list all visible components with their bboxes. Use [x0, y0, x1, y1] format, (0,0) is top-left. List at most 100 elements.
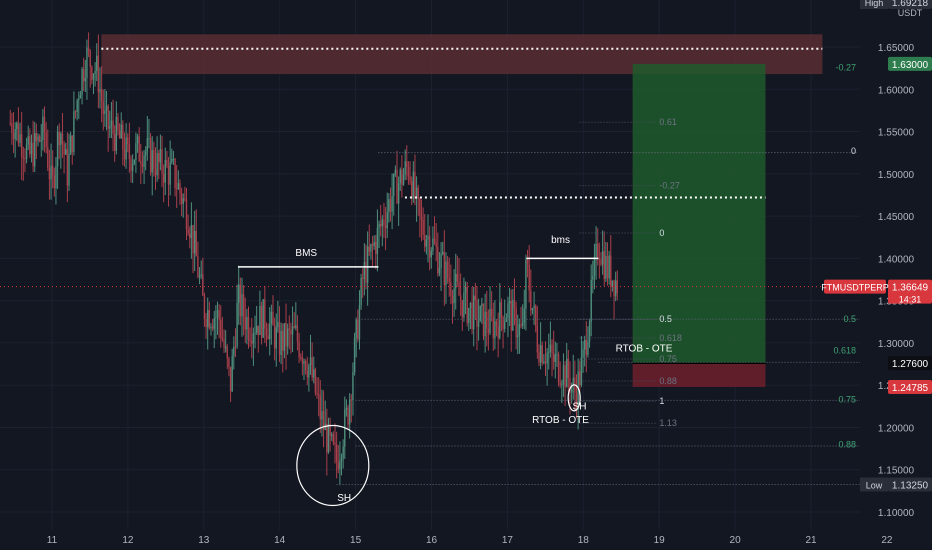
candle-body	[224, 346, 227, 348]
candle-body	[422, 219, 424, 235]
candle-body	[244, 316, 246, 330]
candle-body	[473, 295, 475, 330]
candle-body	[167, 165, 170, 185]
candle-body	[396, 169, 398, 204]
candle-body	[410, 181, 413, 199]
candle-body	[238, 284, 240, 303]
candle-body	[303, 360, 305, 364]
candle-body	[363, 261, 366, 279]
candle-body	[420, 216, 423, 220]
candle-body	[231, 356, 233, 392]
candles-layer	[9, 32, 619, 486]
fib-right-label: -0.27	[659, 181, 680, 191]
candle-body	[242, 294, 245, 317]
candle-body	[335, 444, 338, 463]
price-tag-label: Low	[866, 481, 883, 491]
candle-body	[51, 165, 54, 176]
candle-body	[487, 328, 490, 333]
candle-body	[68, 154, 70, 186]
drawings-layer[interactable]	[101, 47, 860, 507]
time-axis[interactable]: 11 12 13 14 15 16 17 18 19 20 21 22	[0, 530, 932, 550]
candle-body	[252, 333, 255, 344]
time-tick-label: 15	[350, 535, 362, 546]
candle-body	[393, 173, 395, 196]
candle-body	[241, 294, 243, 317]
swing-high-circle-2[interactable]	[567, 384, 581, 412]
candle-body	[278, 322, 281, 355]
candle-body	[406, 161, 408, 167]
candle-body	[123, 149, 126, 160]
candle-body	[38, 136, 41, 142]
candle-body	[78, 98, 80, 101]
candle-body	[531, 308, 534, 311]
candle-body	[342, 446, 344, 459]
candle-body	[172, 159, 175, 161]
candle-body	[71, 135, 73, 152]
candle-body	[228, 358, 230, 367]
price-tick-label: 1.60000	[878, 85, 915, 96]
candle-body	[505, 318, 508, 322]
candle-body	[133, 159, 135, 164]
candle-body	[391, 195, 393, 212]
candle-body	[223, 339, 225, 348]
swing-high-circle-1[interactable]	[296, 424, 370, 507]
candle-body	[203, 295, 206, 320]
candle-body	[376, 227, 379, 254]
candle-body	[562, 365, 565, 385]
candle-body	[138, 136, 140, 162]
candle-body	[317, 394, 320, 396]
candle-body	[144, 151, 147, 156]
candle-body	[337, 462, 339, 470]
candle-body	[306, 370, 308, 378]
candle-body	[502, 317, 504, 329]
candle-body	[273, 325, 276, 349]
candle-body	[91, 66, 93, 80]
time-tick-label: 16	[426, 535, 438, 546]
candle-body	[166, 160, 168, 166]
candle-body	[582, 349, 584, 358]
fib-right-label: 1.13	[659, 418, 677, 428]
candle-body	[441, 251, 444, 254]
candle-body	[432, 238, 434, 251]
candle-body	[595, 243, 597, 257]
candle-body	[557, 354, 560, 383]
candle-body	[606, 256, 609, 279]
candle-body	[218, 310, 220, 320]
candle-body	[614, 280, 617, 297]
candle-body	[358, 305, 361, 340]
candle-body	[497, 326, 499, 338]
candle-body	[494, 321, 496, 339]
candle-body	[397, 183, 400, 204]
candle-body	[446, 261, 449, 279]
time-tick-label: 17	[502, 535, 514, 546]
candle-body	[182, 198, 184, 204]
fib-text-layer: BMS bms RTOB - OTE RTOB - OTE SH SH 0.61 -0.27 0…	[295, 62, 856, 504]
candle-body	[42, 116, 44, 141]
candle-body	[504, 321, 506, 329]
candle-body	[197, 256, 199, 278]
candle-body	[332, 434, 335, 443]
candle-body	[541, 345, 543, 363]
candle-body	[546, 352, 548, 364]
price-axis[interactable]: 1.65000 1.60000 1.55000 1.50000 1.45000 1.400…	[0, 0, 932, 530]
candle-body	[192, 225, 194, 254]
candle-body	[177, 183, 180, 189]
candle-body	[352, 372, 354, 401]
candle-body	[554, 354, 556, 362]
fib-axis-label: -0.27	[835, 62, 856, 72]
candle-body	[474, 295, 477, 301]
candle-body	[69, 135, 72, 155]
candle-body	[593, 256, 596, 277]
candle-body	[428, 235, 431, 258]
candle-body	[149, 138, 152, 173]
time-tick-label: 13	[198, 535, 210, 546]
candle-body	[340, 458, 343, 461]
candle-body	[66, 149, 69, 186]
candle-body	[360, 277, 362, 306]
candle-body	[37, 136, 39, 142]
candle-body	[507, 303, 509, 319]
candle-body	[50, 165, 52, 180]
candle-body	[236, 302, 238, 347]
candle-body	[162, 173, 165, 183]
